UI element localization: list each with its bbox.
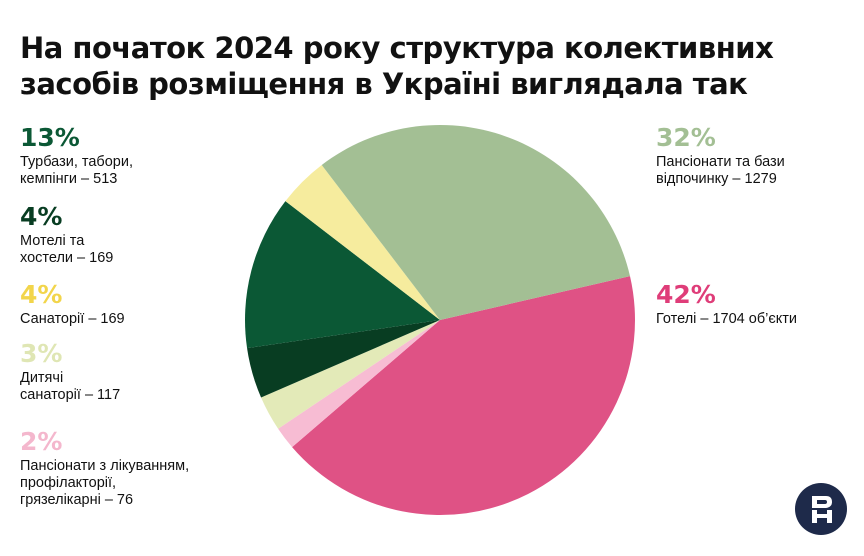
legend-dytyachi-label: Дитячі санаторії – 117 <box>20 370 121 403</box>
pie-slice-dytyachi <box>261 320 440 429</box>
chart-title: На початок 2024 року структура колективн… <box>20 31 774 101</box>
rh-logo-icon <box>795 483 847 535</box>
legend-hotels-percent: 42% <box>656 280 716 309</box>
pie-slice-hotels <box>292 276 636 516</box>
legend-sanatorii-percent: 4% <box>20 280 63 309</box>
legend-pansionaty-bazy-percent: 32% <box>656 123 716 152</box>
legend-hotels: 42% Готелі – 1704 об’єкти <box>656 281 856 328</box>
legend-dytyachi-percent: 3% <box>20 339 63 368</box>
legend-pansionaty-likuv-percent: 2% <box>20 427 63 456</box>
legend-motels-label: Мотелі та хостели – 169 <box>20 233 114 266</box>
legend-pansionaty-bazy-label: Пансіонати та бази відпочинку – 1279 <box>656 154 785 187</box>
legend-motels-percent: 4% <box>20 202 63 231</box>
legend-pansionaty-likuv-label: Пансіонати з лікуванням, профілакторії, … <box>20 458 190 508</box>
pie-slice-pansionaty-likuv <box>278 320 440 448</box>
legend-turbazy-label: Турбази, табори, кемпінги – 513 <box>20 154 133 187</box>
rh-logo-glyph <box>812 496 832 523</box>
pie-slice-turbazy <box>245 201 440 349</box>
legend-hotels-label: Готелі – 1704 об’єкти <box>656 311 798 327</box>
legend-pansionaty-likuv: 2% Пансіонати з лікуванням, профілакторі… <box>20 428 260 509</box>
legend-turbazy: 13% Турбази, табори, кемпінги – 513 <box>20 124 260 188</box>
legend-turbazy-percent: 13% <box>20 123 80 152</box>
pie-slice-sanatorii <box>285 164 440 320</box>
pie-slice-motels <box>247 320 440 398</box>
legend-pansionaty-bazy: 32% Пансіонати та бази відпочинку – 1279 <box>656 124 856 188</box>
legend-dytyachi: 3% Дитячі санаторії – 117 <box>20 340 260 404</box>
legend-sanatorii: 4% Санаторії – 169 <box>20 281 260 328</box>
legend-sanatorii-label: Санаторії – 169 <box>20 311 125 327</box>
pie-slice-pansionaty-bazy <box>321 125 630 320</box>
legend-motels: 4% Мотелі та хостели – 169 <box>20 203 260 267</box>
